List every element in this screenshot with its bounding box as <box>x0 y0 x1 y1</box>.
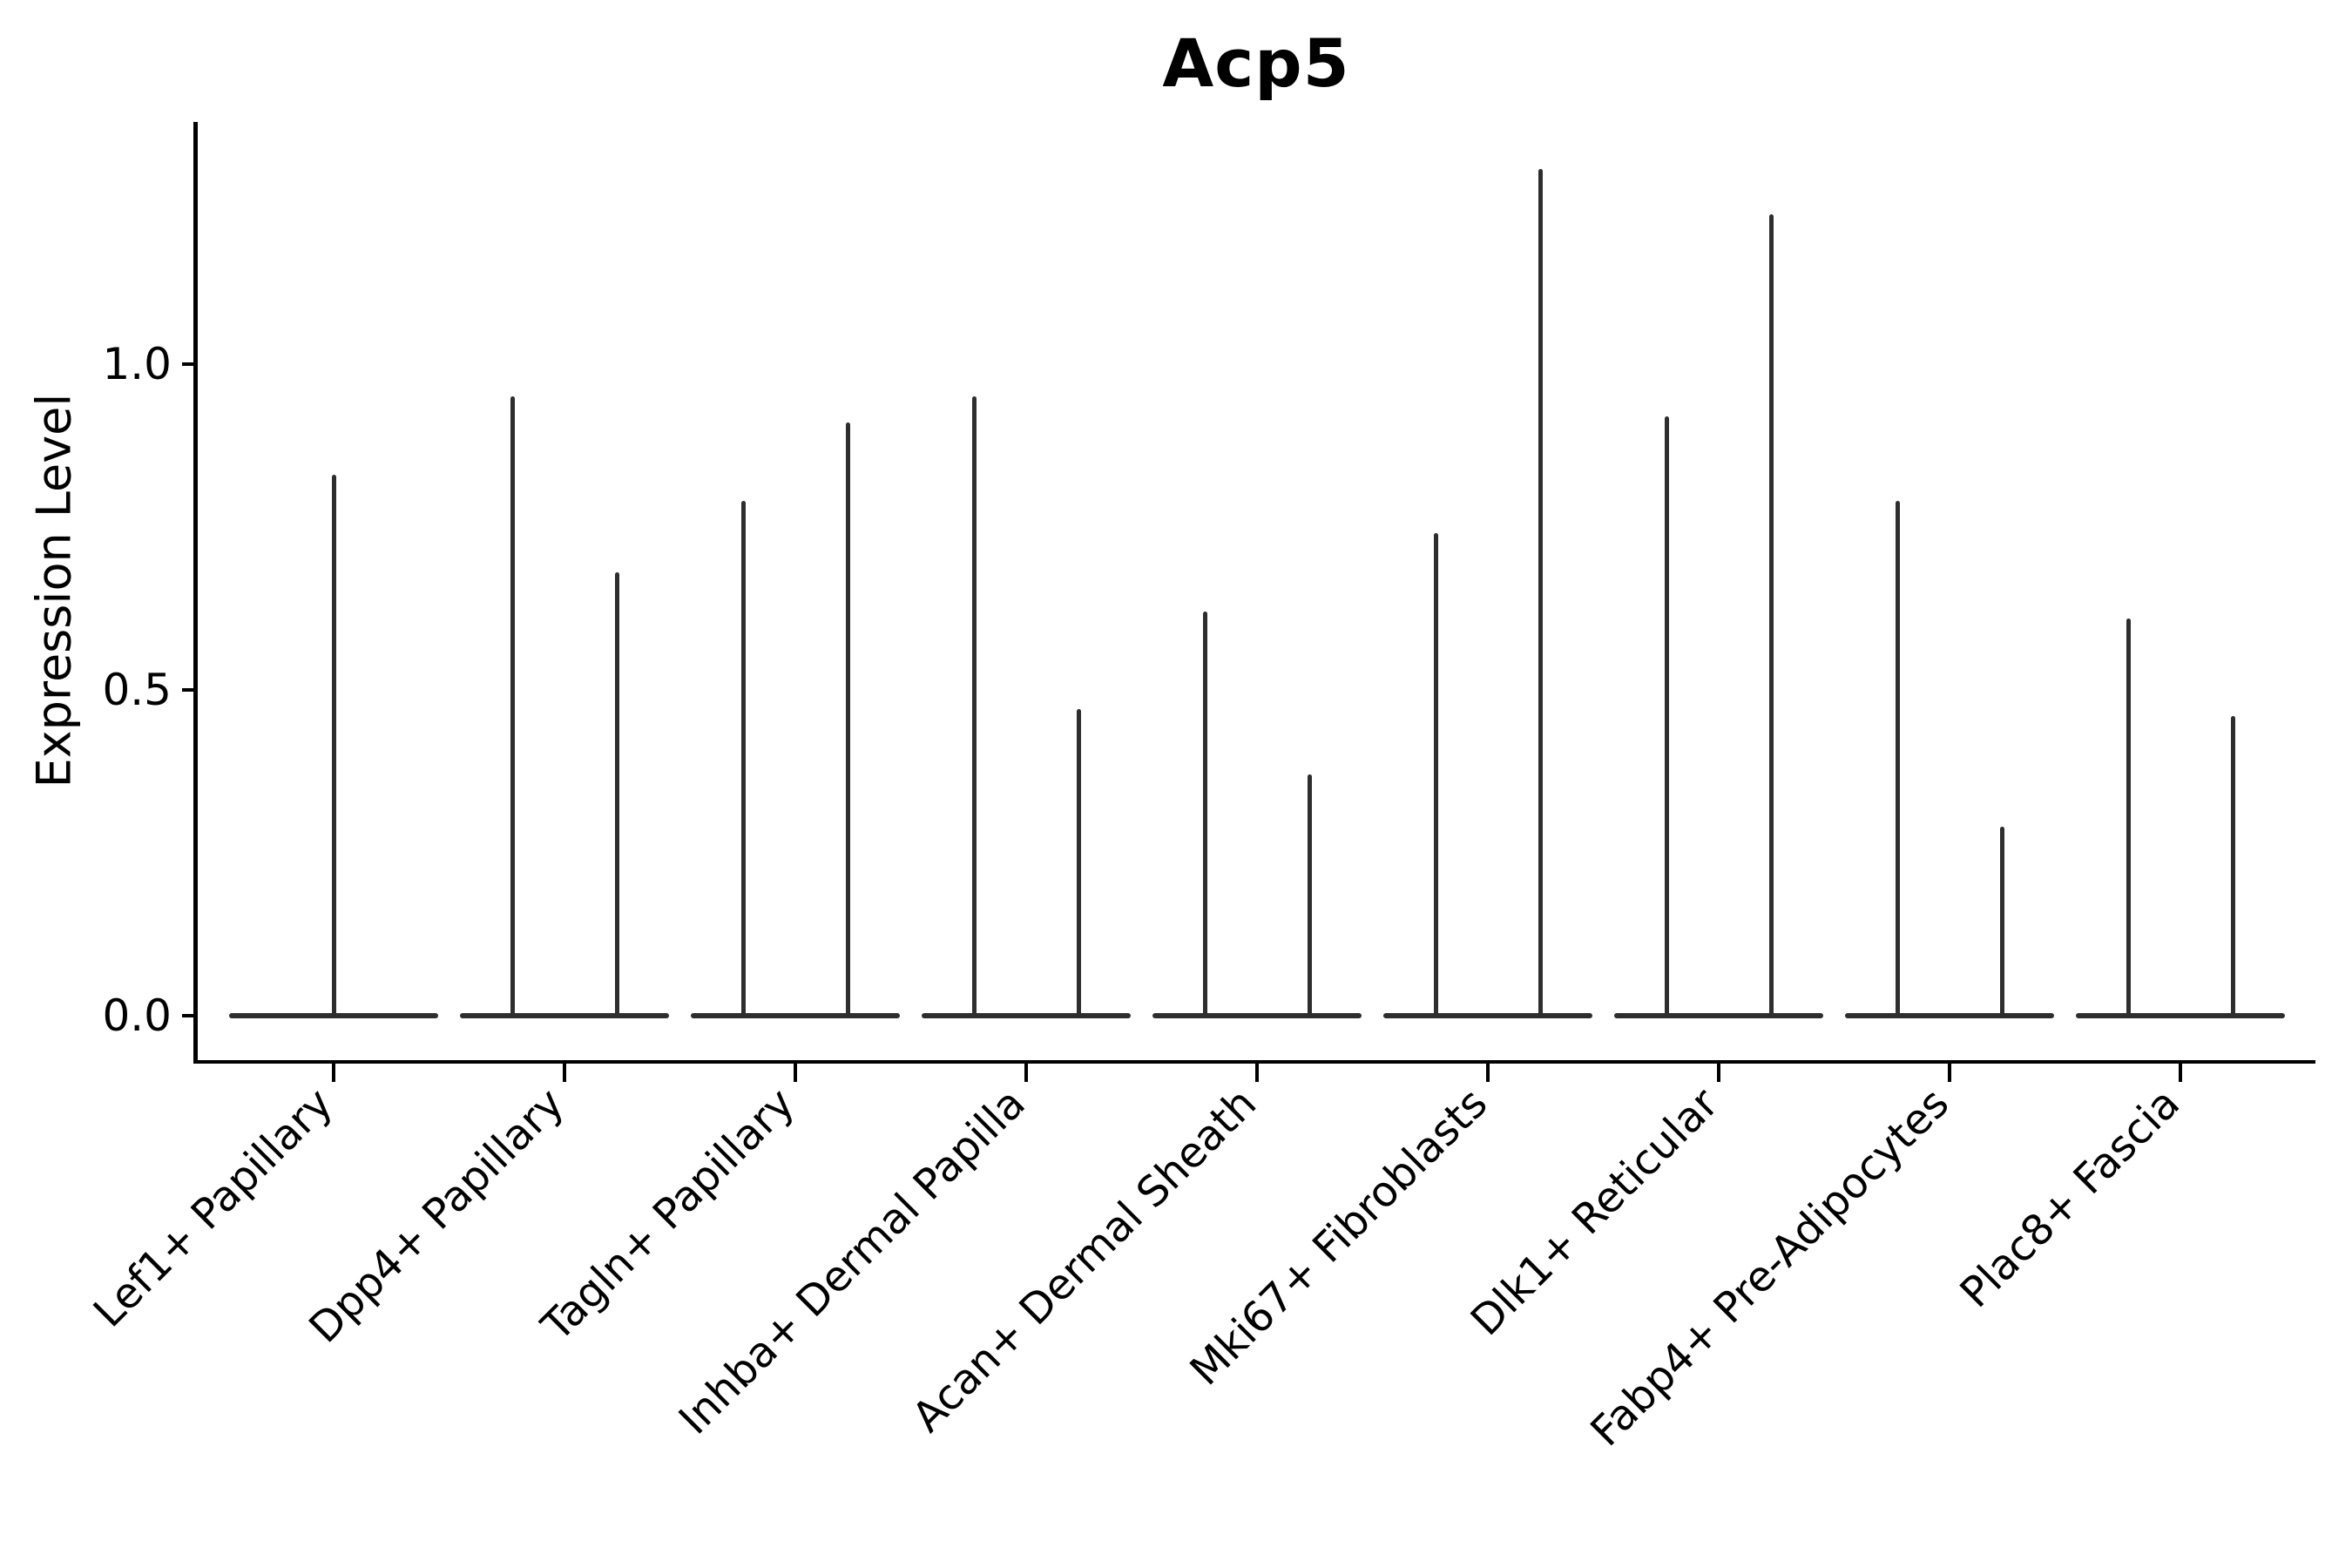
violin-spike <box>1538 168 1543 1018</box>
violin-spike <box>971 396 977 1018</box>
violin-spike <box>510 396 515 1018</box>
violin-spike <box>1895 501 1900 1018</box>
violin-zero-line <box>460 1013 669 1018</box>
chart-title: Acp5 <box>1162 24 1350 102</box>
violin-zero-line <box>691 1013 900 1018</box>
violin-spike <box>740 501 746 1018</box>
y-axis-label: Expression Level <box>26 393 82 788</box>
x-tick-mark <box>1947 1064 1952 1082</box>
x-tick-mark <box>2178 1064 2183 1082</box>
x-tick-mark <box>331 1064 336 1082</box>
violin-zero-line <box>1383 1013 1592 1018</box>
y-tick-label: 0.0 <box>102 990 172 1041</box>
violin-spike <box>2230 715 2235 1018</box>
x-tick-label: Lef1+ Papillary <box>84 1078 343 1337</box>
violin-spike <box>1664 416 1669 1018</box>
violin-zero-line <box>2076 1013 2285 1018</box>
violin-spike <box>1433 533 1438 1018</box>
violin-zero-line <box>922 1013 1131 1018</box>
violin-spike <box>614 572 619 1018</box>
x-tick-mark <box>793 1064 798 1082</box>
x-tick-mark <box>1024 1064 1029 1082</box>
x-tick-mark <box>1254 1064 1260 1082</box>
violin-spike <box>1768 213 1774 1018</box>
y-tick-mark <box>182 687 197 693</box>
violin-zero-line <box>1845 1013 2054 1018</box>
violin-zero-line <box>1614 1013 1823 1018</box>
violin-zero-line <box>1152 1013 1362 1018</box>
x-tick-label: Dpp4+ Papillary <box>300 1078 574 1353</box>
y-tick-label: 0.5 <box>102 665 172 715</box>
x-tick-mark <box>562 1064 567 1082</box>
violin-spike <box>1076 709 1081 1018</box>
violin-spike <box>331 475 336 1018</box>
x-axis-spine <box>193 1059 2315 1064</box>
violin-spike <box>1202 612 1207 1018</box>
x-tick-label: Plac8+ Fascia <box>1950 1078 2190 1318</box>
violin-spike <box>1999 827 2004 1018</box>
y-tick-mark <box>182 1013 197 1018</box>
x-tick-label: Tagln+ Papillary <box>532 1078 805 1351</box>
violin-spike <box>2126 618 2131 1018</box>
y-axis-spine <box>193 122 198 1064</box>
y-tick-label: 1.0 <box>102 339 172 389</box>
x-tick-mark <box>1716 1064 1721 1082</box>
x-tick-label: Dlk1+ Reticular <box>1461 1078 1728 1346</box>
violin-spike <box>845 422 850 1018</box>
violin-spike <box>1307 774 1312 1018</box>
y-tick-mark <box>182 362 197 367</box>
x-tick-mark <box>1485 1064 1490 1082</box>
